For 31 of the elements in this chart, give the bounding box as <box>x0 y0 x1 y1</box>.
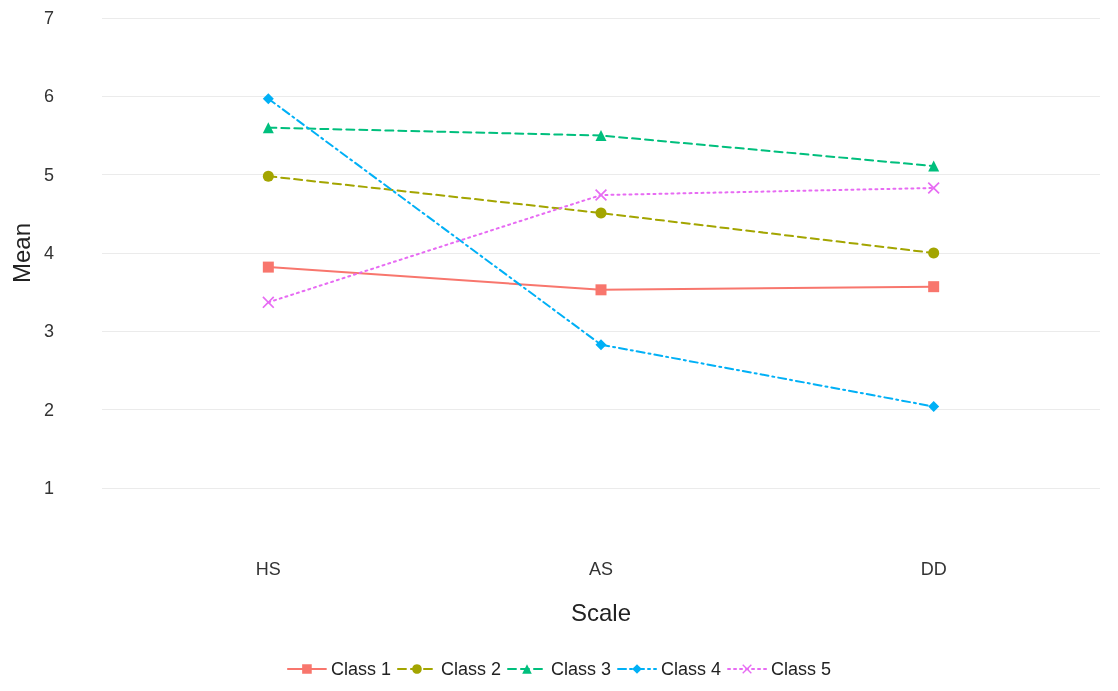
y-axis-title: Mean <box>7 222 35 284</box>
point <box>928 281 940 293</box>
y-tick-label: 5 <box>43 164 54 185</box>
point <box>928 247 940 259</box>
point <box>595 284 607 296</box>
point <box>262 296 275 309</box>
legend-label: Class 1 <box>330 659 391 679</box>
point <box>595 207 607 219</box>
x-axis-title: Scale <box>570 598 632 626</box>
point <box>928 401 940 413</box>
legend-label: Class 3 <box>550 659 612 679</box>
point <box>928 160 940 172</box>
y-tick-label: 3 <box>43 321 54 342</box>
y-tick-label: 4 <box>43 243 54 263</box>
x-tick-label: DD <box>920 559 947 579</box>
y-tick-label: 2 <box>43 399 54 420</box>
y-tick-label: 1 <box>43 478 54 498</box>
x-tick-label: HS <box>255 559 281 579</box>
legend-label: Class 5 <box>771 659 832 679</box>
point <box>595 130 607 141</box>
legend-label: Class 4 <box>661 659 722 679</box>
point <box>262 261 274 273</box>
point <box>595 189 607 202</box>
y-tick-label: 7 <box>43 8 54 28</box>
point <box>595 339 607 351</box>
point <box>262 122 274 134</box>
legend-label: Class 2 <box>440 659 501 679</box>
point <box>262 170 274 182</box>
x-tick-label: AS <box>588 559 614 579</box>
point <box>262 93 274 105</box>
y-tick-label: 6 <box>43 86 54 107</box>
